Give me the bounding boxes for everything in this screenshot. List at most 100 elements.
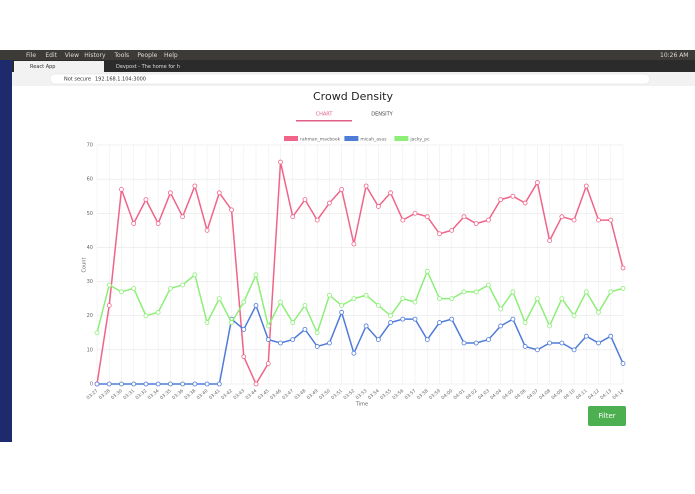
point — [424, 337, 430, 343]
point — [119, 186, 124, 192]
tab-title[interactable]: React App — [30, 64, 55, 70]
filter-button[interactable] — [588, 406, 626, 426]
point — [253, 272, 259, 278]
point — [375, 337, 381, 343]
point — [400, 217, 406, 223]
point — [583, 333, 589, 339]
point — [363, 292, 369, 298]
point — [437, 320, 442, 325]
point — [375, 204, 381, 209]
tab-title[interactable]: Devpost - The home for h — [116, 64, 180, 70]
point — [547, 340, 553, 346]
point — [583, 183, 589, 189]
point — [204, 320, 210, 325]
point — [131, 285, 137, 291]
tab-strip — [12, 60, 695, 72]
point — [534, 180, 540, 185]
point — [473, 221, 479, 226]
menu-item[interactable]: History — [84, 52, 106, 59]
legend-swatch — [284, 136, 298, 141]
point — [498, 306, 504, 312]
security-label: Not secure — [64, 77, 91, 83]
point — [473, 340, 479, 346]
point — [486, 282, 491, 288]
point — [204, 381, 210, 387]
point — [534, 296, 540, 302]
point — [559, 340, 565, 346]
point — [265, 361, 271, 366]
point — [167, 381, 173, 387]
y-tick-label: 0 — [90, 382, 93, 388]
point — [363, 183, 369, 189]
point — [461, 289, 467, 295]
point — [339, 186, 345, 192]
legend-label: micah_asus — [360, 137, 387, 143]
point — [253, 303, 259, 308]
point — [119, 289, 124, 295]
url-field[interactable] — [49, 73, 651, 85]
tab-indicator — [296, 120, 352, 122]
point — [229, 207, 234, 213]
point — [216, 190, 222, 196]
point — [180, 214, 186, 220]
point — [204, 227, 210, 233]
point — [290, 214, 296, 220]
point — [498, 323, 504, 329]
menu-item[interactable]: View — [65, 52, 79, 59]
point — [388, 320, 393, 325]
point — [351, 296, 357, 302]
nav-tab[interactable]: CHART — [316, 112, 334, 118]
point — [449, 316, 455, 322]
point — [412, 210, 418, 216]
point — [412, 299, 418, 305]
point — [192, 183, 198, 189]
point — [351, 350, 357, 356]
menu-item[interactable]: Tools — [113, 52, 129, 59]
button-label[interactable]: Filter — [598, 412, 615, 420]
active-tab[interactable] — [14, 61, 104, 72]
url[interactable]: 192.168.1.104:3000 — [95, 77, 146, 83]
point — [510, 193, 516, 199]
legend-label: rahman_macbook — [300, 137, 341, 143]
point — [143, 381, 149, 387]
point — [314, 344, 320, 349]
point — [229, 320, 234, 325]
x-axis-title: Time — [355, 402, 368, 408]
point — [571, 347, 577, 353]
nav-tab[interactable]: DENSITY — [371, 112, 393, 118]
point — [559, 214, 565, 220]
y-tick-label: 70 — [87, 143, 93, 149]
point — [596, 340, 601, 346]
point — [388, 313, 393, 319]
y-tick-label: 30 — [87, 279, 93, 285]
point — [424, 268, 430, 274]
point — [302, 326, 308, 332]
point — [94, 381, 100, 387]
point — [155, 221, 161, 226]
point — [290, 337, 296, 343]
menu-item[interactable]: Edit — [45, 52, 57, 59]
point — [510, 316, 516, 322]
point — [327, 340, 332, 346]
page-title: Crowd Density — [313, 90, 393, 103]
point — [486, 217, 491, 223]
point — [94, 330, 100, 336]
point — [596, 217, 601, 223]
point — [608, 217, 614, 223]
point — [461, 340, 467, 346]
point — [192, 381, 198, 387]
point — [143, 197, 149, 203]
point — [180, 282, 186, 288]
point — [167, 285, 173, 291]
point — [241, 299, 247, 305]
point — [314, 330, 320, 336]
point — [571, 313, 577, 319]
point — [180, 381, 186, 387]
menu-item[interactable]: File — [26, 52, 36, 59]
menu-item[interactable]: Help — [164, 52, 178, 59]
menu-item[interactable]: People — [137, 52, 157, 59]
point — [608, 333, 614, 339]
point — [253, 381, 259, 387]
point — [547, 238, 553, 244]
